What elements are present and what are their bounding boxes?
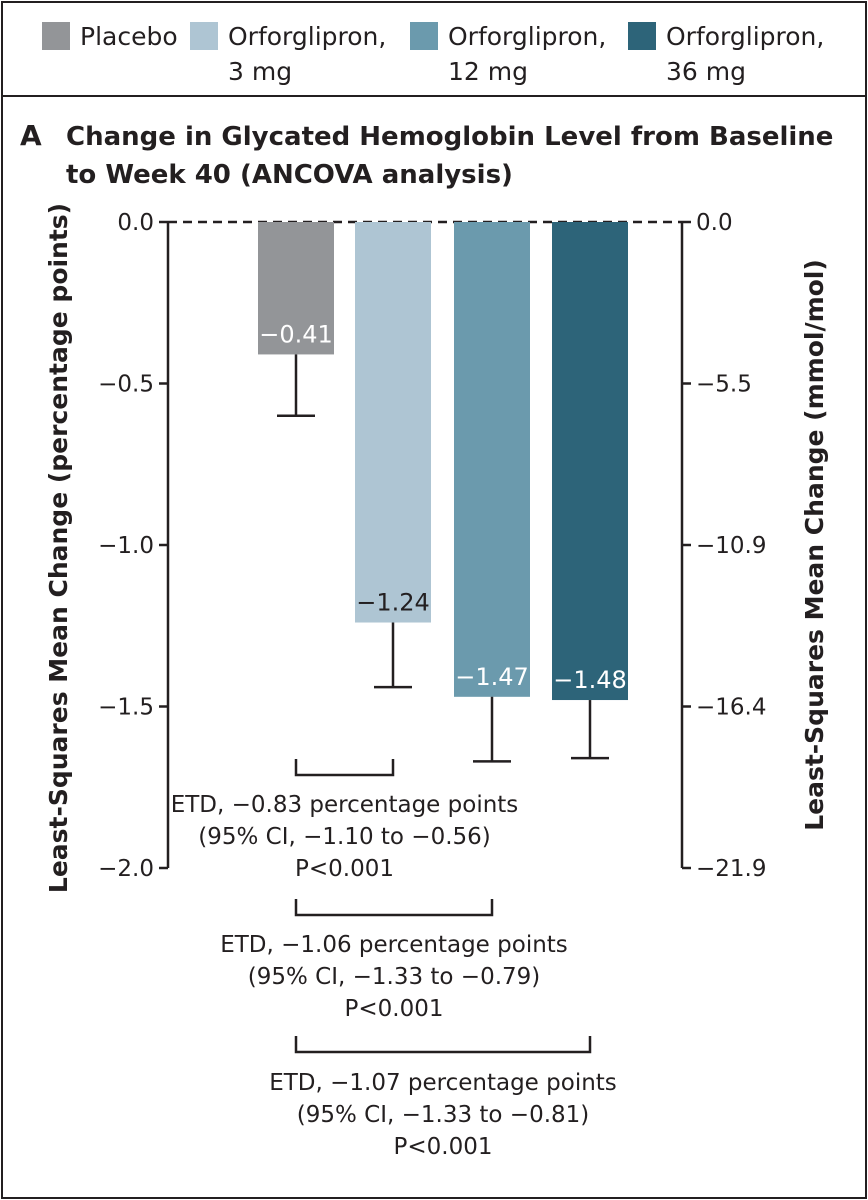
left-axis-tick-label: 0.0 (117, 210, 154, 236)
legend-item-orforglipron-36mg: Orforglipron, 36 mg (628, 22, 824, 86)
legend-label-line1: Orforglipron, (448, 22, 606, 51)
legend-label-line1: Orforglipron, (666, 22, 824, 51)
comparison-text: P<0.001 (295, 856, 394, 882)
comparison-bracket (294, 1036, 592, 1054)
comparison-text: P<0.001 (394, 1134, 493, 1160)
comparison-text: ETD, −0.83 percentage points (171, 792, 519, 818)
bar-value-label: −0.41 (259, 320, 333, 348)
legend-label-line2: 12 mg (448, 57, 528, 86)
legend-item-orforglipron-3mg: Orforglipron, 3 mg (190, 22, 386, 86)
chart-title-line1: Change in Glycated Hemoglobin Level from… (66, 122, 833, 152)
panel-letter: A (20, 119, 42, 152)
comparison-bracket (294, 759, 395, 777)
bar-value-label: −1.24 (356, 589, 430, 617)
comparison-text: (95% CI, −1.10 to −0.56) (198, 824, 491, 850)
bar-4 (552, 222, 628, 701)
bar-value-label: −1.48 (553, 666, 627, 694)
legend-label-line2: 3 mg (228, 57, 292, 86)
comparison-bracket (294, 899, 494, 917)
legend-label-line1: Placebo (80, 22, 178, 51)
right-axis-title: Least-Squares Mean Change (mmol/mol) (800, 259, 829, 831)
left-axis-tick-label: −2.0 (98, 856, 154, 882)
axes: 0.0 −0.5 −1.0 −1.5 −2.0 0.0 −5.5 −10.9 −16.4 −21.… (98, 210, 766, 882)
legend-label-line1: Orforglipron, (228, 22, 386, 51)
comparison-text: (95% CI, −1.33 to −0.79) (248, 964, 541, 990)
right-axis-tick-label: −5.5 (696, 372, 752, 398)
comparison-brackets: ETD, −0.83 percentage points (95% CI, −1.… (171, 759, 617, 1160)
comparison-text: ETD, −1.06 percentage points (220, 932, 568, 958)
legend: Placebo Orforglipron, 3 mg Orforglipron,… (42, 22, 824, 86)
bars (258, 222, 628, 701)
legend-swatch (190, 22, 218, 50)
error-bars (277, 354, 609, 763)
legend-swatch (628, 22, 656, 50)
right-axis-tick-label: −21.9 (696, 856, 766, 882)
legend-swatch (42, 22, 70, 50)
legend-item-placebo: Placebo (42, 22, 178, 51)
bar-2 (355, 222, 431, 623)
legend-swatch (410, 22, 438, 50)
comparison-text: (95% CI, −1.33 to −0.81) (297, 1102, 590, 1128)
left-axis-tick-label: −1.0 (98, 533, 154, 559)
right-axis-tick-label: −16.4 (696, 695, 766, 721)
comparison-text: ETD, −1.07 percentage points (269, 1070, 617, 1096)
left-axis-tick-label: −0.5 (98, 372, 154, 398)
chart-title-line2: to Week 40 (ANCOVA analysis) (66, 160, 513, 190)
left-axis-title: Least-Squares Mean Change (percentage po… (44, 203, 73, 893)
bar-value-labels: −0.41 −1.24 −1.47 −1.48 (259, 320, 627, 694)
legend-label-line2: 36 mg (666, 57, 746, 86)
right-axis-tick-label: 0.0 (696, 210, 733, 236)
bar-value-label: −1.47 (455, 663, 529, 691)
bar-1 (258, 222, 334, 355)
comparison-text: P<0.001 (345, 996, 444, 1022)
left-axis-tick-label: −1.5 (98, 695, 154, 721)
right-axis-tick-label: −10.9 (696, 533, 766, 559)
bar-3 (454, 222, 530, 697)
legend-item-orforglipron-12mg: Orforglipron, 12 mg (410, 22, 606, 86)
